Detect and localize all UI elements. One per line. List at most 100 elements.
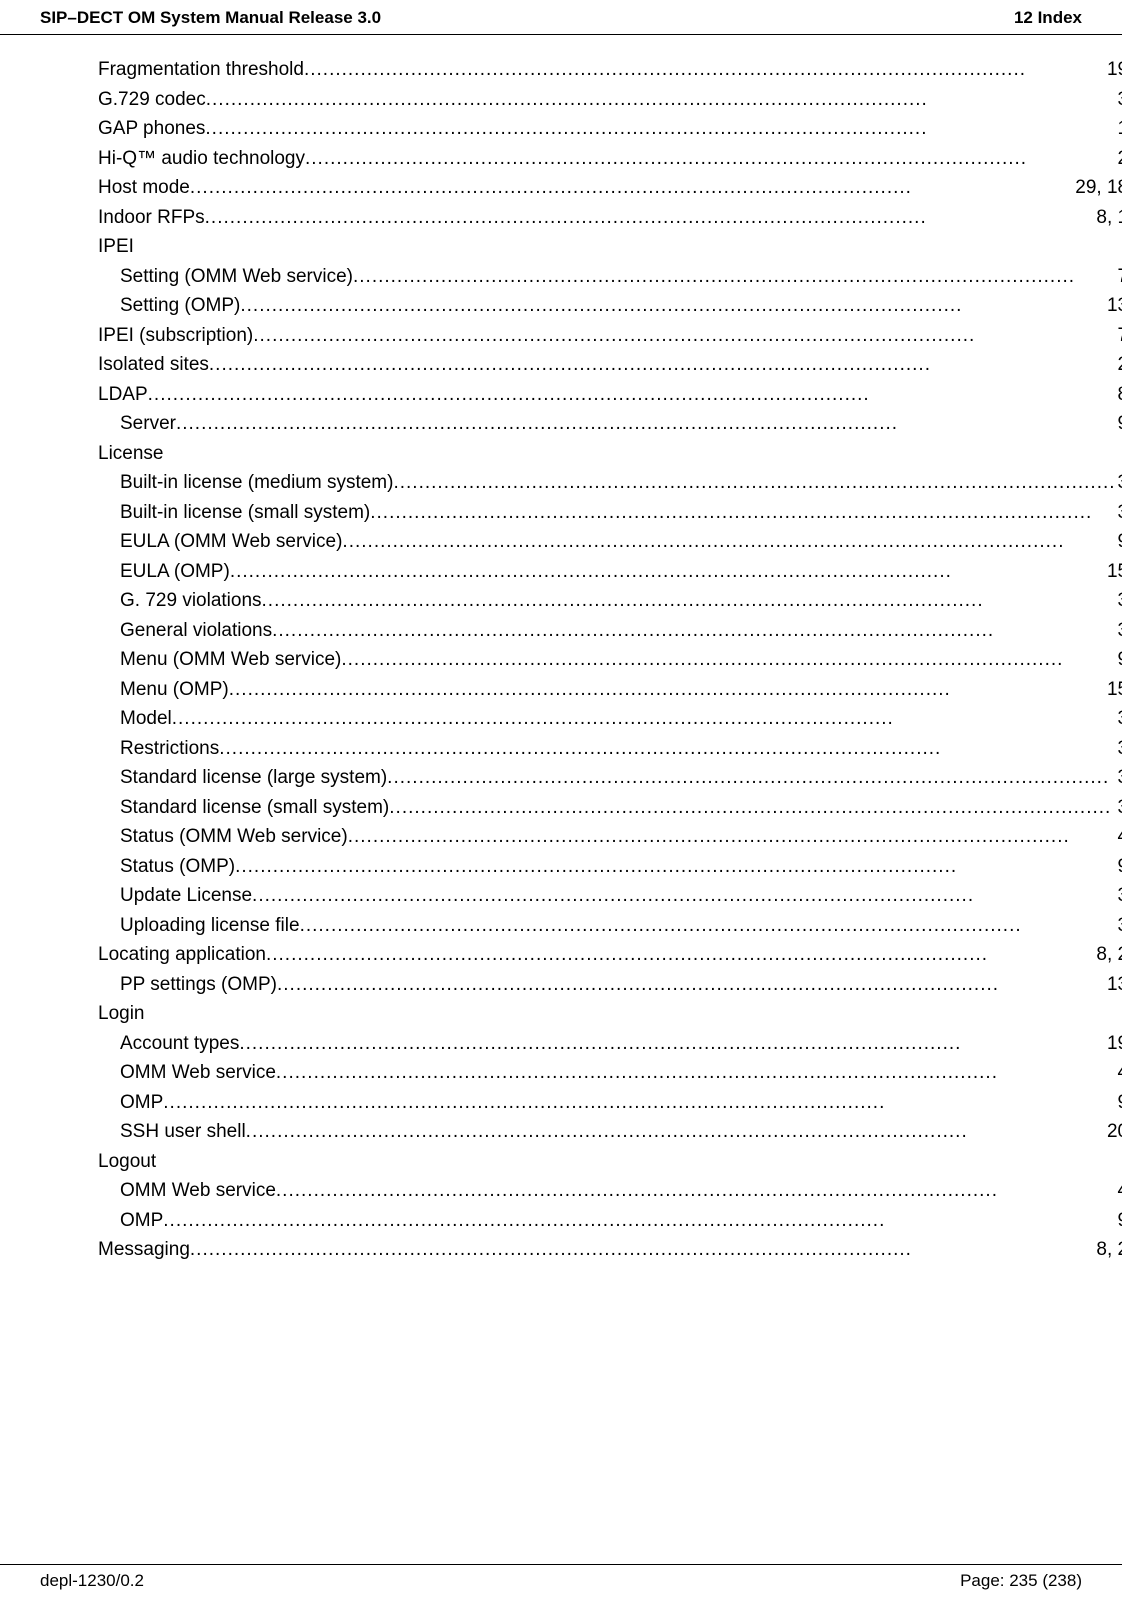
leader-dots <box>348 826 1116 848</box>
index-label: Built-in license (small system) <box>120 502 370 524</box>
index-label: Standard license (large system) <box>120 767 387 789</box>
index-page-ref: 37 <box>1116 915 1122 937</box>
index-page-ref: 16 <box>1116 118 1122 140</box>
doc-title: SIP–DECT OM System Manual Release 3.0 <box>40 8 381 28</box>
index-entry: G. 729 violations 36 <box>40 590 1122 612</box>
index-entry: Fragmentation threshold 196 <box>40 59 1122 81</box>
index-page-ref: 35 <box>1116 885 1122 907</box>
index-page-ref: 135 <box>1105 295 1122 317</box>
index-page-ref: 94 <box>1116 1092 1122 1114</box>
leader-dots <box>387 767 1115 789</box>
index-page-ref: 93 <box>1116 531 1122 553</box>
page-header: SIP–DECT OM System Manual Release 3.0 12… <box>0 0 1122 35</box>
leader-dots <box>190 177 1073 199</box>
index-page-ref: 34 <box>1116 708 1122 730</box>
leader-dots <box>370 502 1115 524</box>
page-footer: depl-1230/0.2 Page: 235 (238) <box>0 1564 1122 1591</box>
index-column-left: Fragmentation threshold 196 G.729 codec 3… <box>40 59 1122 1261</box>
index-label: LDAP <box>98 384 148 406</box>
index-label: Hi-Q™ audio technology <box>98 148 305 170</box>
index-entry: Uploading license file 37 <box>40 915 1122 937</box>
index-page-ref: 76 <box>1116 325 1122 347</box>
leader-dots <box>304 59 1105 81</box>
index-entry: Standard license (small system) 38 <box>40 797 1122 819</box>
index-label: Status (OMP) <box>120 856 235 878</box>
leader-dots <box>252 885 1116 907</box>
leader-dots <box>176 413 1116 435</box>
leader-dots <box>342 531 1115 553</box>
index-page-ref: 152 <box>1105 561 1122 583</box>
leader-dots <box>341 649 1115 671</box>
index-page-ref: 34 <box>1116 89 1122 111</box>
index-label: Menu (OMP) <box>120 679 229 701</box>
leader-dots <box>163 1210 1115 1232</box>
index-label: Setting (OMM Web service) <box>120 266 353 288</box>
index-label: EULA (OMP) <box>120 561 230 583</box>
index-label: Model <box>120 708 172 730</box>
index-label: Indoor RFPs <box>98 207 205 229</box>
index-entry: G.729 codec 34 <box>40 89 1122 111</box>
index-label: OMM Web service <box>120 1180 276 1202</box>
index-label: Locating application <box>98 944 266 966</box>
index-entry: General violations 36 <box>40 620 1122 642</box>
index-entry: Built-in license (medium system) 38 <box>40 472 1122 494</box>
index-page-ref: 8, 29 <box>1094 1239 1122 1261</box>
index-entry: OMP 95 <box>40 1210 1122 1232</box>
index-page-ref: 29, 183 <box>1073 177 1122 199</box>
index-label: IPEI (subscription) <box>98 325 253 347</box>
index-label: Isolated sites <box>98 354 209 376</box>
index-page-ref: 193 <box>1105 1033 1122 1055</box>
leader-dots <box>266 944 1094 966</box>
index-label: Account types <box>120 1033 239 1055</box>
index-entry: IPEI <box>40 236 1122 258</box>
leader-dots <box>209 354 1116 376</box>
index-entry: Server 90 <box>40 413 1122 435</box>
index-page-ref: 36 <box>1116 738 1122 760</box>
leader-dots <box>240 295 1105 317</box>
index-entry: Setting (OMP) 135 <box>40 295 1122 317</box>
index-label: Server <box>120 413 176 435</box>
index-label: OMP <box>120 1092 163 1114</box>
leader-dots <box>230 561 1105 583</box>
index-page-ref: 38 <box>1116 797 1122 819</box>
index-label: PP settings (OMP) <box>120 974 277 996</box>
index-label: Login <box>98 1003 145 1025</box>
index-page-ref: 26 <box>1116 148 1122 170</box>
index-entry: Built-in license (small system) 38 <box>40 502 1122 524</box>
index-label: Host mode <box>98 177 190 199</box>
leader-dots <box>276 1180 1116 1202</box>
leader-dots <box>272 620 1115 642</box>
leader-dots <box>229 679 1105 701</box>
index-entry: Menu (OMP) 150 <box>40 679 1122 701</box>
index-page-ref: 36 <box>1116 590 1122 612</box>
index-entry: Hi-Q™ audio technology 26 <box>40 148 1122 170</box>
index-label: Fragmentation threshold <box>98 59 304 81</box>
index-page-ref: 36 <box>1116 620 1122 642</box>
leader-dots <box>353 266 1116 288</box>
index-label: Restrictions <box>120 738 219 760</box>
index-page-ref: 95 <box>1116 1210 1122 1232</box>
leader-dots <box>276 1062 1116 1084</box>
index-label: Built-in license (medium system) <box>120 472 393 494</box>
index-label: Messaging <box>98 1239 190 1261</box>
index-page-ref: 71 <box>1116 266 1122 288</box>
leader-dots <box>305 148 1116 170</box>
index-entry: Restrictions 36 <box>40 738 1122 760</box>
index-label: Status (OMM Web service) <box>120 826 348 848</box>
doc-id: depl-1230/0.2 <box>40 1571 144 1591</box>
index-label: EULA (OMM Web service) <box>120 531 342 553</box>
index-label: SSH user shell <box>120 1121 246 1143</box>
index-label: General violations <box>120 620 272 642</box>
index-content: Fragmentation threshold 196 G.729 codec 3… <box>0 35 1122 1261</box>
index-page-ref: 97 <box>1116 856 1122 878</box>
index-label: Update License <box>120 885 252 907</box>
index-label: IPEI <box>98 236 134 258</box>
leader-dots <box>205 207 1095 229</box>
leader-dots <box>393 472 1115 494</box>
leader-dots <box>277 974 1105 996</box>
index-entry: GAP phones 16 <box>40 118 1122 140</box>
index-entry: OMP 94 <box>40 1092 1122 1114</box>
index-entry: Update License 35 <box>40 885 1122 907</box>
index-label: License <box>98 443 164 465</box>
index-entry: OMM Web service 41 <box>40 1062 1122 1084</box>
